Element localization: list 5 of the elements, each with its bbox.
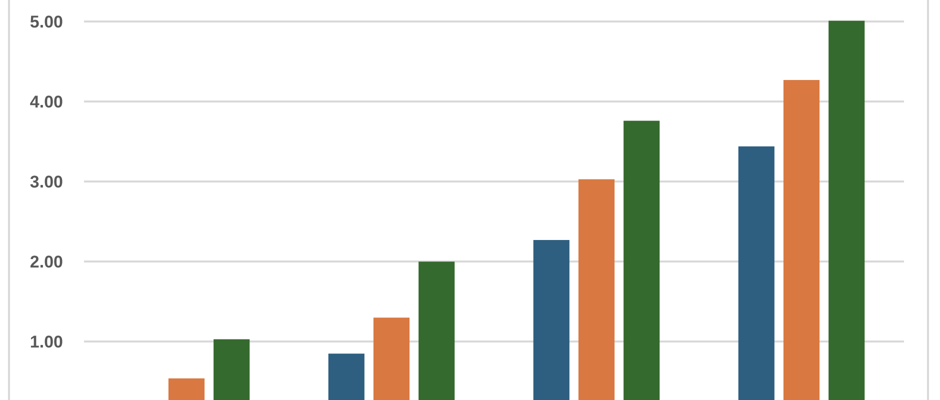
y-tick-label: 4.00 <box>30 92 63 112</box>
y-tick-label: 2.00 <box>30 252 63 272</box>
y-tick-label: 1.00 <box>30 332 63 352</box>
y-tick-label: 3.00 <box>30 172 63 192</box>
y-tick-label: 5.00 <box>30 12 63 32</box>
